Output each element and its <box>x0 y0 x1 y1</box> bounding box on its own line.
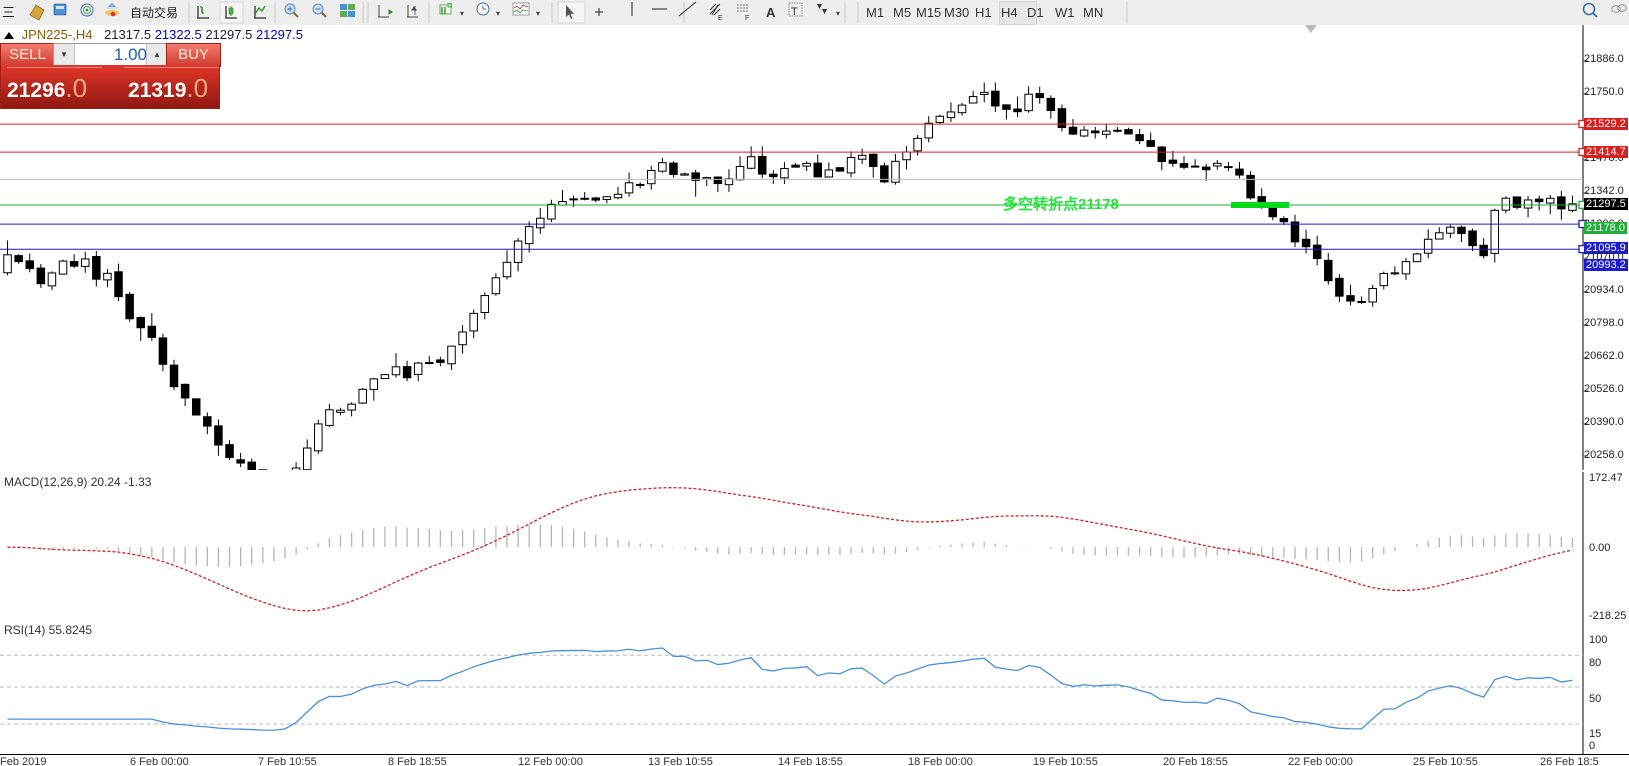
svg-text:多空转折点21178: 多空转折点21178 <box>1003 195 1119 213</box>
